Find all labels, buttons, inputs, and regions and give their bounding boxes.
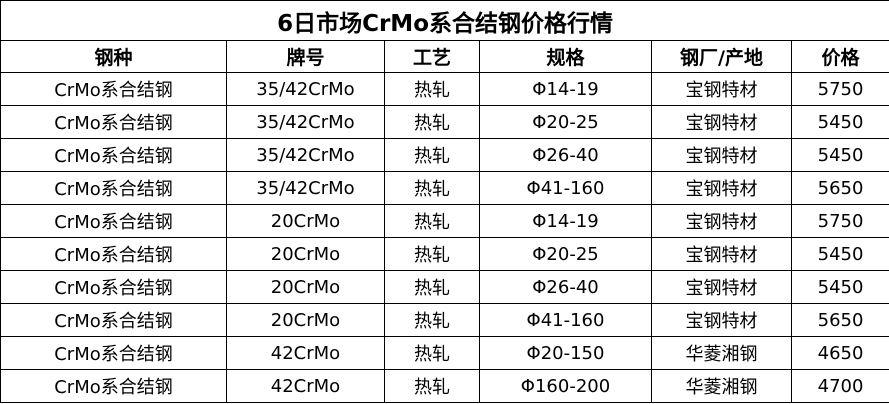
title-row: 6日市场CrMo系合结钢价格行情	[0, 0, 889, 41]
table-cell: 热轧	[384, 336, 480, 370]
table-cell: 宝钢特材	[651, 303, 792, 337]
table-cell: Φ41-160	[479, 171, 652, 205]
table-cell: 35/42CrMo	[226, 138, 385, 172]
table-row: CrMo系合结钢 20CrMo 热轧 Φ14-19 宝钢特材 5750	[0, 204, 889, 238]
table-row: CrMo系合结钢 20CrMo 热轧 Φ41-160 宝钢特材 5650	[0, 303, 889, 337]
table-row: CrMo系合结钢 20CrMo 热轧 Φ20-25 宝钢特材 5450	[0, 237, 889, 271]
table-row: CrMo系合结钢 42CrMo 热轧 Φ160-200 华菱湘钢 4700	[0, 369, 889, 403]
table-cell: 热轧	[384, 138, 480, 172]
table-row: CrMo系合结钢 35/42CrMo 热轧 Φ26-40 宝钢特材 5450	[0, 138, 889, 172]
table-cell: 热轧	[384, 105, 480, 139]
table-cell: 20CrMo	[226, 204, 385, 238]
table-cell: 宝钢特材	[651, 270, 792, 304]
column-header: 钢种	[0, 40, 227, 73]
table-cell: 热轧	[384, 270, 480, 304]
table-cell: 宝钢特材	[651, 72, 792, 106]
table-cell: Φ160-200	[479, 369, 652, 403]
table-row: CrMo系合结钢 42CrMo 热轧 Φ20-150 华菱湘钢 4650	[0, 336, 889, 370]
table-cell: 热轧	[384, 72, 480, 106]
table-cell: CrMo系合结钢	[0, 369, 227, 403]
table-cell: 5750	[790, 72, 889, 106]
table-row: CrMo系合结钢 35/42CrMo 热轧 Φ41-160 宝钢特材 5650	[0, 171, 889, 205]
table-cell: 20CrMo	[226, 270, 385, 304]
table-cell: 华菱湘钢	[651, 369, 792, 403]
table-cell: CrMo系合结钢	[0, 237, 227, 271]
table-cell: 20CrMo	[226, 303, 385, 337]
table-cell: 5450	[790, 105, 889, 139]
table-cell: 宝钢特材	[651, 204, 792, 238]
column-header: 牌号	[226, 40, 385, 73]
table-cell: 4650	[790, 336, 889, 370]
table-cell: Φ26-40	[479, 270, 652, 304]
table-cell: Φ20-150	[479, 336, 652, 370]
table-cell: 热轧	[384, 369, 480, 403]
table-cell: 宝钢特材	[651, 138, 792, 172]
column-header: 规格	[479, 40, 652, 73]
table-cell: Φ41-160	[479, 303, 652, 337]
table-cell: 5650	[790, 303, 889, 337]
table-cell: Φ14-19	[479, 72, 652, 106]
table-cell: CrMo系合结钢	[0, 204, 227, 238]
table-cell: 热轧	[384, 171, 480, 205]
table-cell: 20CrMo	[226, 237, 385, 271]
table-cell: CrMo系合结钢	[0, 270, 227, 304]
table-cell: 宝钢特材	[651, 171, 792, 205]
table-cell: 5450	[790, 237, 889, 271]
table-cell: Φ26-40	[479, 138, 652, 172]
table-cell: CrMo系合结钢	[0, 303, 227, 337]
table-cell: 5650	[790, 171, 889, 205]
table-title: 6日市场CrMo系合结钢价格行情	[0, 0, 889, 41]
table-cell: Φ14-19	[479, 204, 652, 238]
table-cell: 热轧	[384, 204, 480, 238]
table-cell: 5750	[790, 204, 889, 238]
table-cell: 宝钢特材	[651, 237, 792, 271]
table-cell: 42CrMo	[226, 369, 385, 403]
table-row: CrMo系合结钢 35/42CrMo 热轧 Φ14-19 宝钢特材 5750	[0, 72, 889, 106]
table-cell: CrMo系合结钢	[0, 171, 227, 205]
table-row: CrMo系合结钢 20CrMo 热轧 Φ26-40 宝钢特材 5450	[0, 270, 889, 304]
table-cell: 宝钢特材	[651, 105, 792, 139]
table-row: CrMo系合结钢 35/42CrMo 热轧 Φ20-25 宝钢特材 5450	[0, 105, 889, 139]
table-cell: CrMo系合结钢	[0, 105, 227, 139]
column-header: 价格	[790, 40, 889, 73]
table-cell: 35/42CrMo	[226, 171, 385, 205]
column-header: 工艺	[384, 40, 480, 73]
table-cell: 热轧	[384, 237, 480, 271]
table-cell: Φ20-25	[479, 237, 652, 271]
table-cell: 5450	[790, 138, 889, 172]
table-cell: 42CrMo	[226, 336, 385, 370]
table-cell: 35/42CrMo	[226, 72, 385, 106]
table-cell: 热轧	[384, 303, 480, 337]
table-cell: 华菱湘钢	[651, 336, 792, 370]
table-cell: CrMo系合结钢	[0, 336, 227, 370]
table-cell: 35/42CrMo	[226, 105, 385, 139]
column-header: 钢厂/产地	[651, 40, 792, 73]
table-cell: 4700	[790, 369, 889, 403]
table-body: CrMo系合结钢 35/42CrMo 热轧 Φ14-19 宝钢特材 5750 CrMo系合结…	[0, 72, 889, 403]
table-cell: Φ20-25	[479, 105, 652, 139]
table-cell: CrMo系合结钢	[0, 72, 227, 106]
table-cell: 5450	[790, 270, 889, 304]
header-row: 钢种 牌号 工艺 规格 钢厂/产地 价格	[0, 40, 889, 73]
table-cell: CrMo系合结钢	[0, 138, 227, 172]
